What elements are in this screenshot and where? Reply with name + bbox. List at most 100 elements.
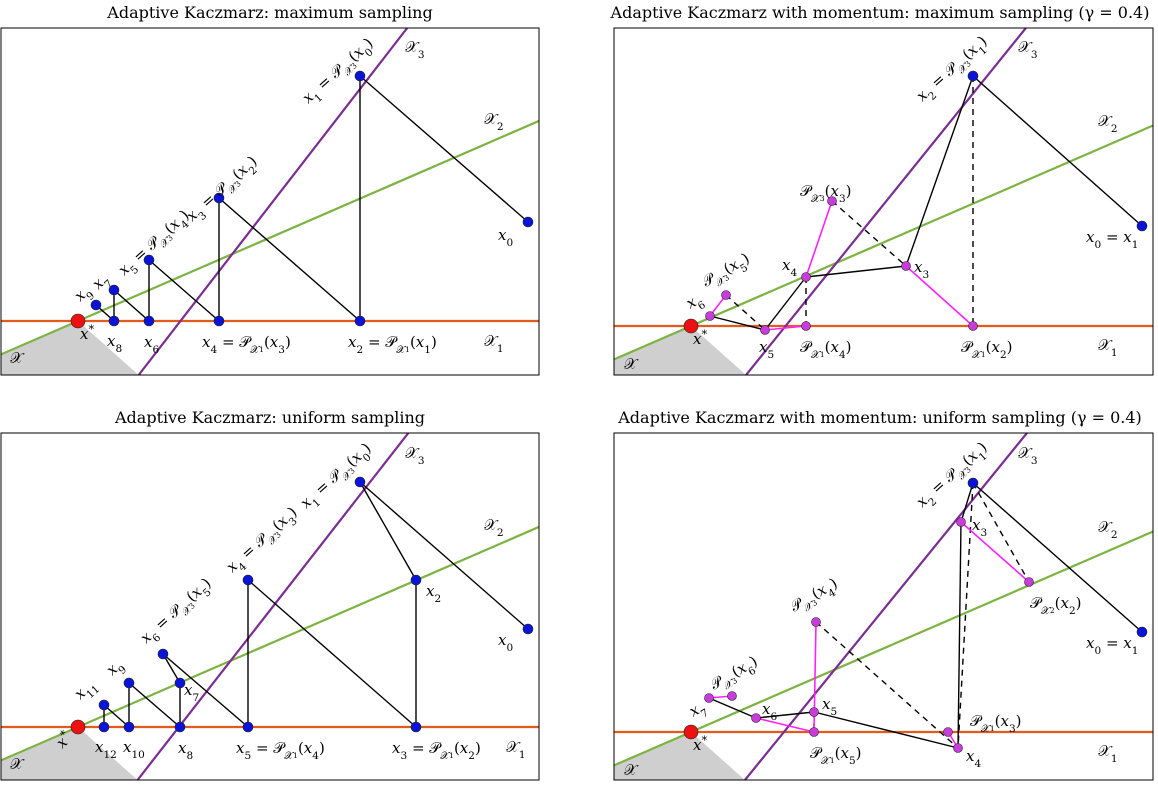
iterate-point (90, 299, 102, 311)
projection-step (764, 325, 807, 331)
label-part: x (762, 700, 771, 718)
label-part: x (123, 738, 132, 756)
iterate-point (242, 721, 254, 733)
label-part: 3 (839, 193, 846, 205)
label-part: 3 (963, 59, 973, 69)
label-part: 𝒳 (484, 110, 499, 128)
label-part: 𝒫 (970, 712, 983, 730)
momentum-point (721, 290, 731, 300)
label-part: 8 (115, 343, 122, 355)
label-part: ) (475, 739, 481, 757)
label-part: x (831, 338, 840, 356)
iterate-point (98, 721, 110, 733)
momentum-point (809, 727, 819, 737)
momentum-point (809, 707, 819, 717)
label-x4: x4 = 𝒫𝒳3(x3) (223, 503, 304, 580)
label-x1: x1 = 𝒫𝒳3(x0) (299, 34, 380, 111)
label-part: 𝒳 (624, 761, 639, 779)
label-x6: x6 (144, 333, 159, 356)
label-part: 𝒫 (800, 182, 813, 200)
label-part: 3 (963, 465, 973, 475)
iterate-point (242, 574, 254, 586)
label-part: 2 (1069, 605, 1076, 617)
iterate-point (1136, 626, 1148, 638)
label-part: 𝒳 (506, 738, 521, 756)
label-x8: x8 (107, 332, 122, 355)
label-part: 1 (497, 343, 504, 355)
label-part: = (412, 739, 425, 757)
iterate-point (522, 216, 534, 228)
label-part: 3 (980, 527, 987, 539)
label-part: = (256, 739, 269, 757)
label-part: 𝒳 (10, 349, 25, 367)
segment (359, 481, 417, 581)
momentum-point (801, 272, 811, 282)
label-part: 𝒳 (1098, 518, 1113, 536)
label-part: 𝒳 (440, 750, 451, 762)
label-part: ) (319, 739, 325, 757)
label-part: ( (986, 338, 992, 356)
label-part: = (368, 333, 381, 351)
label-part: x (914, 258, 923, 276)
projection-step (755, 717, 815, 733)
label-X: 𝒳 (10, 755, 25, 773)
label-x2: x2 = 𝒫𝒳3(x1) (913, 438, 994, 515)
panel-title-uniform: Adaptive Kaczmarz: uniform sampling (115, 408, 425, 427)
hyperplane-X2 (614, 530, 1153, 767)
label-part: x (1001, 712, 1010, 730)
label-part: x (392, 739, 401, 757)
label-part: ( (410, 333, 416, 351)
segment (957, 521, 962, 749)
segment (805, 265, 907, 278)
iterate-point (354, 70, 366, 82)
label-part: x (1123, 228, 1132, 246)
label-part: 1 (519, 749, 526, 761)
momentum-point (704, 693, 714, 703)
label-x3: x3 = 𝒫𝒳1(x2) (392, 739, 481, 762)
label-part: 𝒫 (961, 338, 974, 356)
segment (359, 481, 529, 630)
label-part: ( (264, 333, 270, 351)
label-part: 3 (278, 344, 285, 356)
label-proj-x4: 𝒫𝒳1(x4) (800, 338, 852, 361)
label-part: * (88, 323, 94, 336)
iterate-point (213, 315, 225, 327)
label-part: x (1086, 228, 1095, 246)
label-part: 10 (131, 749, 144, 761)
label-part: 1 (449, 751, 454, 760)
label-x3: x3 (972, 516, 987, 539)
label-part: 2 (497, 121, 504, 133)
segment (113, 289, 150, 322)
label-part: 3 (810, 597, 819, 607)
iterate-point (213, 192, 225, 204)
label-part: 3 (273, 530, 283, 540)
panel-uniform (1, 433, 539, 780)
label-part: 𝒳 (405, 38, 420, 56)
label-part: 𝒳 (1098, 112, 1113, 130)
projection-dashed (725, 294, 766, 331)
iterate-point (143, 254, 155, 266)
momentum-point (751, 713, 761, 723)
iterate-point (410, 721, 422, 733)
label-part: 3 (165, 233, 175, 243)
momentum-point (760, 325, 770, 335)
momentum-point (811, 617, 821, 627)
label-part: x (972, 516, 981, 534)
momentum-point (901, 261, 911, 271)
label-part: 0 (1094, 239, 1101, 251)
label-proj-x4: 𝒫𝒳3(x4) (787, 574, 843, 620)
label-part: 𝒫 (385, 333, 398, 351)
label-x8: x8 (178, 739, 193, 762)
label-part: ) (1076, 594, 1082, 612)
label-part: * (701, 734, 707, 747)
label-part: x (184, 681, 193, 699)
segment (960, 482, 974, 523)
label-part: ) (431, 333, 437, 351)
label-x2: x2 = 𝒫𝒳1(x1) (348, 333, 437, 356)
segment (905, 75, 974, 267)
segment (972, 482, 1143, 633)
label-part: 1 (405, 345, 410, 354)
panel-title-max: Adaptive Kaczmarz: maximum sampling (107, 3, 433, 22)
label-proj-x2: 𝒫𝒳2(x2) (1030, 594, 1082, 617)
label-part: 𝒳 (811, 193, 822, 205)
